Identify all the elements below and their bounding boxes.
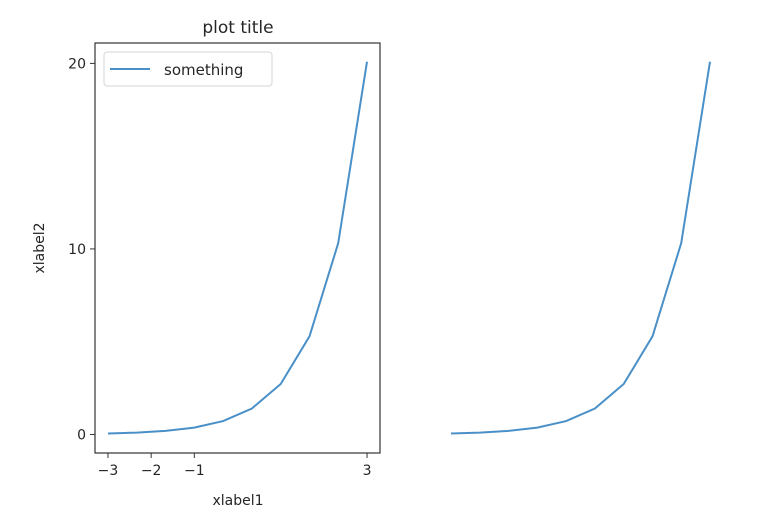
x-tick-label: −3 [98, 463, 119, 479]
plot-title: plot title [202, 18, 273, 38]
x-tick-label: −2 [141, 463, 162, 479]
axes-1: −3 −2 −1 3 0 10 20 [68, 42, 381, 479]
x-tick-label: −1 [184, 463, 205, 479]
x-axis-label: xlabel1 [212, 493, 263, 509]
legend-box [103, 51, 273, 87]
y-tick-label: 10 [68, 242, 86, 258]
axes-frame [94, 42, 381, 454]
legend-label-something: something [164, 61, 243, 79]
x-tick-label: 3 [363, 463, 372, 479]
y-axis-label: xlabel2 [32, 222, 48, 273]
legend: something [103, 51, 273, 87]
series-line-curve [450, 61, 711, 435]
axes-2 [450, 61, 711, 435]
y-tick-label: 20 [68, 56, 86, 72]
y-tick-label: 0 [77, 427, 86, 443]
series-line-something [107, 61, 368, 435]
